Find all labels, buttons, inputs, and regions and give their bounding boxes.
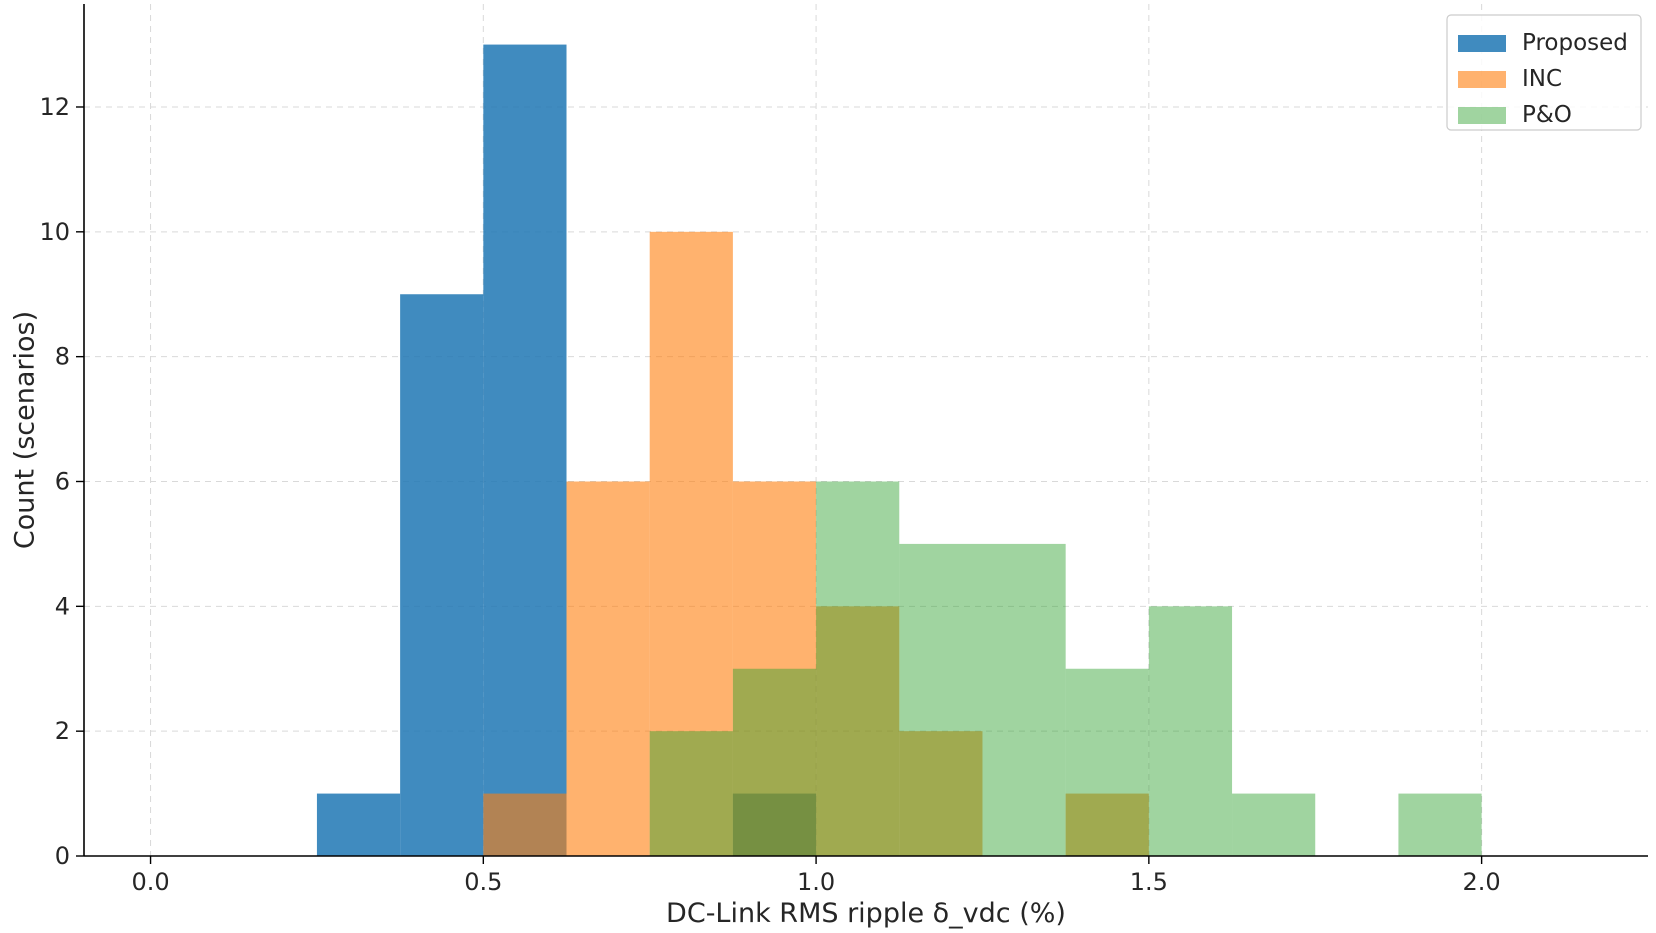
legend-swatch [1458, 107, 1506, 124]
bar-inc [483, 793, 567, 856]
y-tick-label: 2 [55, 717, 70, 745]
bar-p-o [1148, 606, 1233, 856]
bar-p-o [649, 731, 733, 856]
legend-label: P&O [1522, 102, 1572, 128]
bar-inc [732, 481, 817, 856]
bar-proposed [483, 44, 567, 857]
bar-inc [816, 606, 900, 856]
y-tick-label: 0 [55, 842, 70, 870]
y-tick-label: 6 [55, 467, 70, 495]
x-tick-label: 1.0 [797, 868, 835, 896]
legend-label: Proposed [1522, 30, 1628, 56]
bar-p-o [982, 543, 1066, 856]
y-tick-label: 12 [39, 93, 70, 121]
legend: Proposed INC P&O [1446, 14, 1642, 131]
bar-p-o [816, 481, 900, 856]
bar-p-o [732, 668, 817, 856]
bar-inc [566, 481, 650, 856]
y-tick-label: 8 [55, 343, 70, 371]
tick-labels: 0.0 0.5 1.0 1.5 2.0 0 2 4 6 8 10 12 [39, 93, 1500, 896]
y-axis-label: Count (scenarios) [9, 311, 40, 549]
legend-swatch [1458, 71, 1506, 88]
bar-proposed [400, 294, 484, 856]
bar-inc [1065, 793, 1149, 856]
bar-p-o [1232, 793, 1316, 856]
x-tick-label: 1.5 [1130, 868, 1168, 896]
bar-p-o [1065, 668, 1149, 856]
x-tick-label: 0.0 [131, 868, 169, 896]
histogram-bars [316, 44, 1482, 857]
legend-label: INC [1522, 66, 1562, 92]
legend-swatch [1458, 35, 1506, 52]
x-axis-label: DC-Link RMS ripple δ_vdc (%) [666, 898, 1066, 929]
axes [83, 4, 1648, 857]
bar-proposed [316, 793, 401, 856]
y-tick-label: 10 [39, 218, 70, 246]
bar-p-o [1398, 793, 1482, 856]
bar-p-o [899, 543, 983, 856]
y-tick-label: 4 [55, 592, 70, 620]
bar-inc [649, 231, 733, 857]
bar-inc [899, 731, 983, 856]
x-tick-label: 0.5 [464, 868, 502, 896]
x-tick-label: 2.0 [1463, 868, 1501, 896]
